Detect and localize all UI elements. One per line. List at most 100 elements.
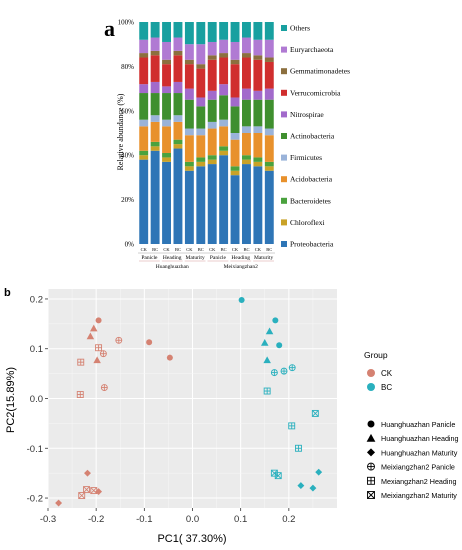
legend-shape-label: Huanghuazhan Heading [381, 434, 459, 443]
bar-segment [162, 59, 171, 65]
bar-segment [219, 126, 229, 147]
bar-segment [253, 99, 263, 127]
marker-triangle [90, 324, 98, 332]
bar-segment [264, 135, 274, 162]
bar-segment [219, 22, 229, 40]
bar-segment [173, 81, 183, 94]
bar-segment [242, 159, 251, 165]
bar-segment [219, 53, 229, 58]
legend-swatch [281, 154, 287, 161]
legend-swatch [281, 133, 287, 139]
bar-segment [173, 144, 183, 149]
panel-b-legend: Group CK BC Huanghuazhan Panicle Huanghuazh… [364, 350, 459, 500]
panel-a-y-ticks: 0% 20% 40% 60% 80% 100% [118, 19, 135, 249]
bar-segment [196, 64, 206, 69]
y-tick-label: 20% [121, 196, 134, 204]
marker-circle [95, 317, 102, 324]
legend-shape-label: Huanghuazhan Maturity [381, 448, 458, 457]
category-label: CK [186, 247, 193, 252]
bar-segment [264, 166, 274, 171]
marker-diamond [366, 448, 376, 457]
variety-label: Huanghuazhan [156, 264, 189, 270]
bar-segment [219, 84, 229, 96]
legend-swatch [281, 111, 287, 118]
bar-segment [253, 39, 263, 56]
bar-segment [150, 150, 160, 244]
bar-segment [150, 141, 160, 147]
marker-triangle [263, 356, 271, 364]
bar-segment [253, 166, 263, 244]
legend-label: Chloroflexi [290, 218, 325, 227]
legend-group-label: CK [381, 369, 393, 378]
bar-segment [230, 175, 240, 244]
category-label: BC [175, 247, 181, 252]
bar-segment [184, 166, 194, 171]
bar-segment [219, 155, 229, 244]
bar-segment [242, 155, 251, 160]
legend-group-key [367, 383, 375, 391]
y-tick-label: 0% [125, 241, 135, 249]
legend-shape-key [367, 476, 375, 485]
legend-shape-label: Meixiangzhan2 Panicle [381, 463, 455, 472]
marker-square-outline [274, 472, 282, 480]
bar-segment [230, 133, 240, 140]
bar-segment [184, 64, 194, 89]
panel-b-axis-ticks: -0.3 -0.2 -0.1 0.0 0.1 0.2 0.2 0.1 0.0 -0.1 -0.2 [27, 294, 296, 525]
bar-segment [139, 53, 149, 58]
category-label: CK [209, 247, 216, 252]
legend-swatch [281, 176, 287, 183]
legend-shape-key [367, 420, 375, 428]
marker-circle [166, 354, 173, 361]
bar-segment [139, 155, 149, 160]
bar-segment [230, 64, 240, 98]
marker-square-outline [270, 469, 278, 477]
marker-square-outline [83, 486, 90, 494]
bar-segment [207, 90, 217, 100]
data-point [238, 296, 245, 303]
bar-segment [173, 50, 183, 56]
marker-diamond [84, 469, 91, 477]
bar-segment [196, 22, 206, 45]
bar-segment [253, 22, 263, 40]
variety-label: Meixiangzhan2 [224, 264, 258, 270]
data-point [146, 339, 153, 346]
data-point [270, 469, 278, 477]
y-tick-label: -0.2 [27, 494, 43, 505]
marker-diamond [309, 484, 317, 492]
panel-b-points [55, 296, 323, 507]
bar-segment [219, 57, 229, 85]
bar-segment [162, 126, 171, 153]
bar-segment [242, 88, 251, 100]
x-tick-label: -0.3 [40, 514, 56, 525]
data-point [270, 369, 278, 377]
data-point [265, 327, 274, 335]
panel-b-x-axis-label: PC1( 37.30%) [157, 533, 226, 545]
bar-segment [242, 53, 251, 58]
bar-segment [139, 93, 149, 120]
legend-swatch [281, 241, 287, 247]
legend-shape-label: Huanghuazhan Panicle [381, 420, 455, 429]
bar-segment [150, 50, 160, 56]
y-tick-label: 40% [121, 152, 134, 160]
bar-segment [173, 22, 183, 38]
bar-segment [162, 86, 171, 94]
legend-group-title: Group [364, 350, 388, 360]
legend-swatch [281, 89, 287, 96]
bar-segment [242, 37, 251, 54]
y-tick-label: 0.2 [30, 294, 43, 305]
data-point [311, 409, 319, 417]
bar-segment [219, 39, 229, 54]
y-tick-label: 0.0 [30, 394, 43, 405]
x-tick-label: 0.0 [186, 514, 199, 525]
bar-segment [139, 84, 149, 94]
bar-segment [162, 22, 171, 42]
data-point [274, 472, 282, 480]
marker-triangle [86, 332, 95, 340]
bar-segment [264, 161, 274, 167]
data-point [95, 317, 102, 324]
data-point [95, 344, 103, 352]
data-point [166, 354, 173, 361]
bar-segment [230, 166, 240, 171]
bar-segment [230, 106, 240, 133]
